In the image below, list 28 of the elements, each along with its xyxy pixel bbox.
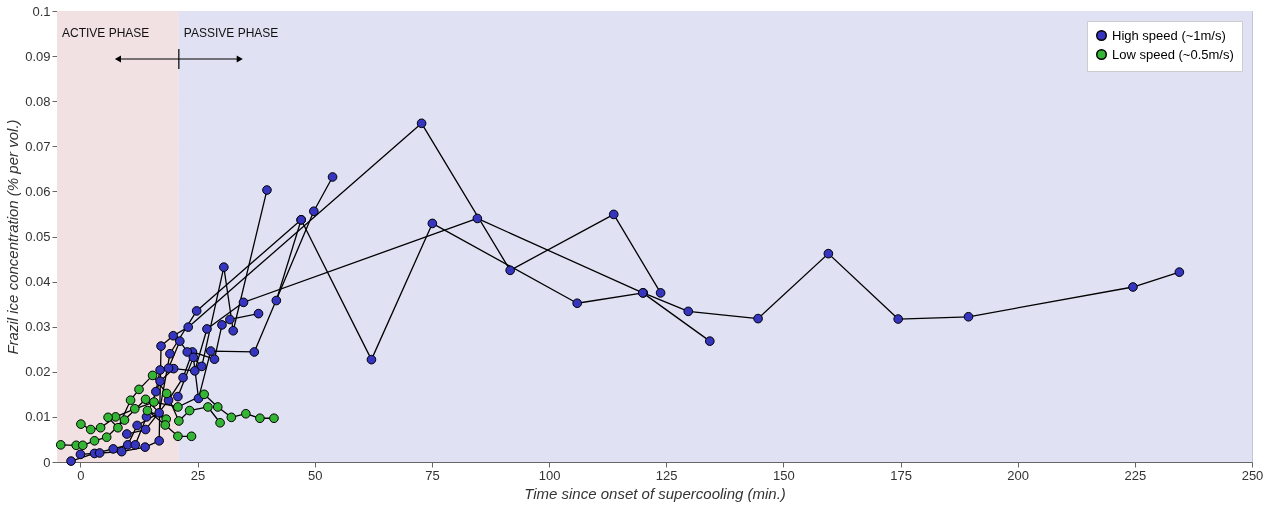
x-tick-label: 125 <box>655 467 678 483</box>
x-tick-label: 225 <box>1124 467 1147 483</box>
x-tick-label: 175 <box>890 467 912 483</box>
x-tick-label: 250 <box>1241 467 1264 483</box>
y-tick-label: 0.03 <box>25 319 51 335</box>
band-label: ACTIVE PHASE <box>62 26 150 40</box>
y-tick-label: 0.05 <box>25 229 51 244</box>
y-tick-label: 0 <box>43 454 51 470</box>
x-tick-label: 25 <box>190 467 206 483</box>
x-tick-label: 50 <box>308 467 323 483</box>
y-tick-label: 0.07 <box>25 138 51 154</box>
band-label: PASSIVE PHASE <box>183 26 279 40</box>
y-tick-label: 0.09 <box>25 48 51 64</box>
x-tick-label: 0 <box>77 467 85 483</box>
x-axis-title: Time since onset of supercooling (min.) <box>524 484 786 502</box>
legend-label: Low speed (~0.5m/s) <box>1112 46 1234 62</box>
y-tick-label: 0.02 <box>25 364 51 380</box>
y-tick-label: 0.08 <box>25 93 51 109</box>
y-tick-label: 0.01 <box>25 409 51 425</box>
x-tick-label: 75 <box>425 467 440 483</box>
y-tick-label: 0.04 <box>25 274 51 290</box>
y-tick-label: 0.1 <box>32 3 51 19</box>
x-tick-label: 150 <box>773 467 795 483</box>
legend-label: High speed (~1m/s) <box>1112 27 1226 43</box>
x-tick-label: 100 <box>538 467 561 483</box>
y-tick-label: 0.06 <box>25 183 51 199</box>
y-axis-title: Frazil ice concentration (% per vol.) <box>4 119 22 355</box>
x-tick-label: 200 <box>1007 467 1030 483</box>
